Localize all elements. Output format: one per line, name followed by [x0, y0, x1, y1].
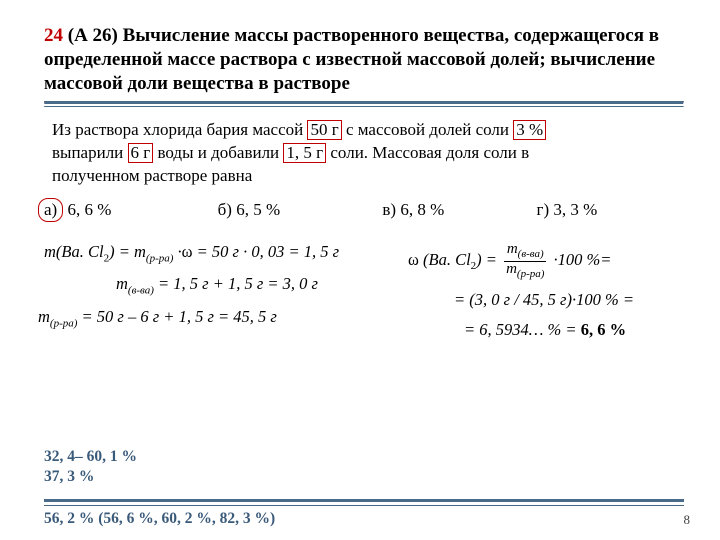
option-a-text: 6, 6 % [67, 200, 111, 219]
option-a: а) 6, 6 % [38, 198, 111, 222]
problem-seg: соли. Массовая доля соли в [326, 143, 529, 162]
slide-title: 24 (А 26) Вычисление массы растворенного… [44, 24, 684, 95]
option-c: в) 6, 8 % [382, 199, 444, 221]
problem-seg: с массовой долей соли [342, 120, 514, 139]
solution-work: m(Ba. Cl2) = m(р-ра) ·ω = 50 г · 0, 03 =… [44, 242, 684, 382]
title-rule-thin [44, 106, 684, 107]
work-line: = (3, 0 г / 45, 5 г)·100 % = [454, 290, 708, 310]
problem-seg: Из раствора хлорида бария массой [52, 120, 307, 139]
work-line: m(в-ва) = 1, 5 г + 1, 5 г = 3, 0 г [116, 274, 384, 296]
work-right-column: ω (Ba. Cl2) = m(в-ва) m(р-ра) ·100 %= = … [408, 242, 708, 350]
option-d: г) 3, 3 % [536, 199, 597, 221]
footer-rule [44, 499, 684, 502]
footer-line: 32, 4– 60, 1 % [44, 448, 137, 465]
work-left-column: m(Ba. Cl2) = m(р-ра) ·ω = 50 г · 0, 03 =… [44, 242, 384, 339]
title-rule [44, 101, 684, 104]
title-code: (А 26) [68, 25, 118, 46]
work-line: m(Ba. Cl2) = m(р-ра) ·ω = 50 г · 0, 03 =… [44, 242, 384, 264]
option-a-mark: а) [38, 198, 63, 222]
work-line: m(р-ра) = 50 г – 6 г + 1, 5 г = 45, 5 г [38, 307, 384, 329]
footer-rule-thin [44, 505, 684, 506]
work-line: = 6, 5934… % = 6, 6 % [464, 320, 708, 340]
problem-seg: выпарили [52, 143, 128, 162]
option-b: б) 6, 5 % [218, 199, 280, 221]
work-line: ω (Ba. Cl2) = m(в-ва) m(р-ра) ·100 %= [408, 242, 708, 280]
footer-line: 37, 3 % [44, 468, 94, 485]
fraction: m(в-ва) m(р-ра) [504, 242, 546, 280]
page-number: 8 [684, 512, 691, 528]
footer-detail: 56, 2 % (56, 6 %, 60, 2 %, 82, 3 %) [44, 510, 275, 528]
problem-text: Из раствора хлорида бария массой 50 г с … [52, 119, 684, 188]
problem-seg: воды и добавили [153, 143, 283, 162]
title-text: Вычисление массы растворенного вещества,… [44, 25, 659, 94]
given-mass-solution: 50 г [307, 120, 341, 140]
given-added-salt: 1, 5 г [283, 143, 326, 163]
given-evaporated: 6 г [128, 143, 154, 163]
title-number: 24 [44, 25, 63, 46]
problem-seg: полученном растворе равна [52, 166, 252, 185]
given-mass-fraction: 3 % [513, 120, 546, 140]
footer-stats: 32, 4– 60, 1 % 37, 3 % [44, 447, 137, 486]
answer-options: а) 6, 6 % б) 6, 5 % в) 6, 8 % г) 3, 3 % [44, 198, 684, 222]
